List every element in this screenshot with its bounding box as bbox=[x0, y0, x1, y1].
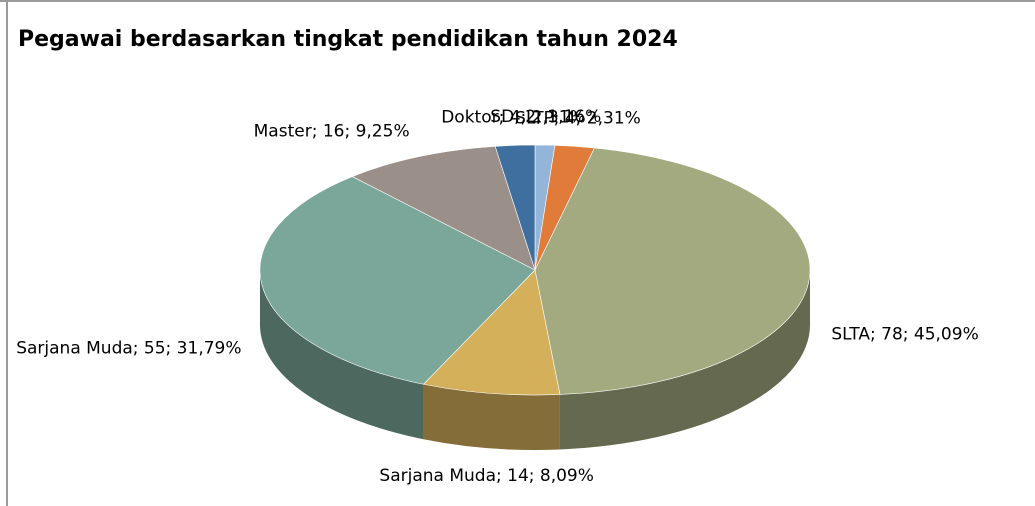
pie-side bbox=[423, 384, 560, 451]
pie-slice bbox=[351, 146, 536, 271]
data-label: SLTA; 78; 45,09% bbox=[831, 325, 978, 345]
data-label: Doktor; 4; 2,31% bbox=[441, 107, 585, 127]
data-label: Sarjana Muda; 14; 8,09% bbox=[379, 466, 593, 486]
data-label: Master; 16; 9,25% bbox=[254, 121, 410, 141]
pie-slice bbox=[534, 147, 811, 395]
data-label: SLTP; 4; 2,31% bbox=[515, 109, 641, 129]
data-label: Sarjana Muda; 55; 31,79% bbox=[16, 339, 241, 359]
pie-slice bbox=[422, 269, 561, 396]
data-label: SD; 2; 1,16% bbox=[490, 107, 601, 127]
pie-slice bbox=[494, 144, 536, 271]
pie-side bbox=[260, 270, 424, 440]
pie-side bbox=[559, 270, 810, 450]
chart-title: Pegawai berdasarkan tingkat pendidikan t… bbox=[18, 27, 678, 52]
pie-slice bbox=[259, 176, 536, 385]
